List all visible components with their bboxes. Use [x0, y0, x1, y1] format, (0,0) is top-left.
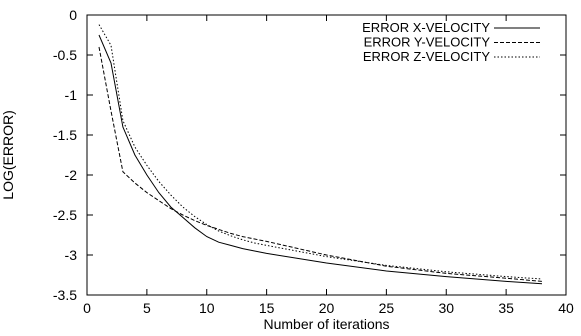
x-tick-label: 15 — [259, 300, 275, 316]
legend-label-3: ERROR Z-VELOCITY — [363, 49, 490, 64]
x-tick-label: 40 — [558, 300, 574, 316]
y-axis-title: LOG(ERROR) — [0, 110, 16, 199]
tick-labels: 0 5 10 15 20 25 30 35 40 0 -0.5 -1 -1.5 -2 -2.5 -3 -3.5 — [53, 7, 574, 316]
y-tick-label: -2 — [65, 167, 78, 183]
x-tick-label: 25 — [379, 300, 395, 316]
x-tick-label: 0 — [83, 300, 91, 316]
y-tick-label: 0 — [69, 7, 77, 23]
series-line-1 — [98, 34, 543, 285]
y-tick-label: -1 — [65, 87, 78, 103]
y-tick-label: -0.5 — [53, 47, 77, 63]
legend-label-1: ERROR X-VELOCITY — [362, 20, 490, 35]
x-tick-label: 10 — [199, 300, 215, 316]
x-axis-title: Number of iterations — [263, 316, 389, 331]
x-tick-label: 5 — [143, 300, 151, 316]
y-tick-label: -2.5 — [53, 207, 77, 223]
x-tick-label: 20 — [319, 300, 335, 316]
x-tick-label: 35 — [498, 300, 514, 316]
ticks — [86, 14, 567, 296]
x-tick-label: 30 — [438, 300, 454, 316]
series-lines — [98, 24, 543, 285]
y-tick-label: -3 — [65, 247, 78, 263]
y-tick-label: -1.5 — [53, 127, 77, 143]
series-line-3 — [98, 24, 543, 280]
series-line-2 — [98, 46, 543, 282]
y-tick-label: -3.5 — [53, 287, 77, 303]
legend-label-2: ERROR Y-VELOCITY — [364, 35, 491, 50]
